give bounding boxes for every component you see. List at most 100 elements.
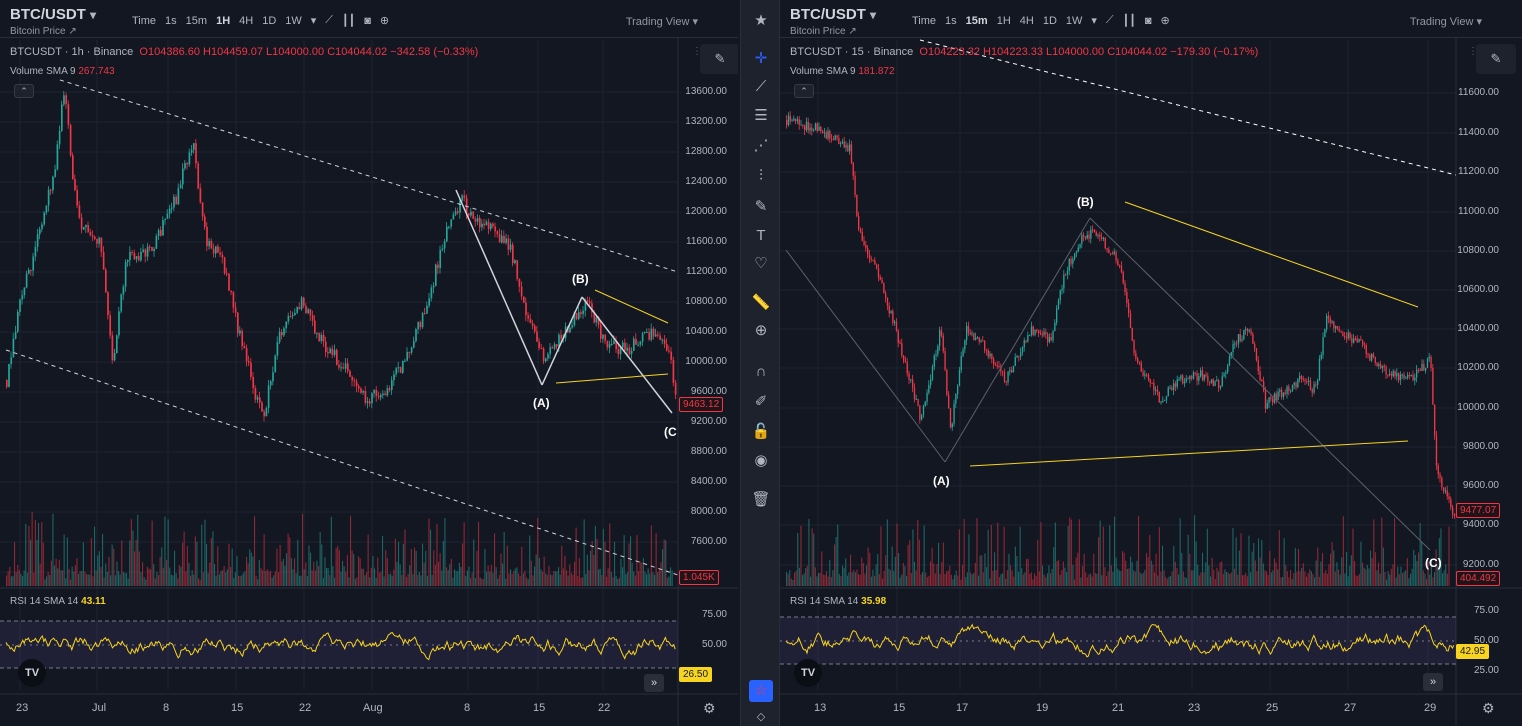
chart-pane-left[interactable]: BTC/USDT ▾ Bitcoin Price ↗ Time 1s 15m 1… xyxy=(0,0,738,726)
text-icon[interactable]: T xyxy=(756,227,766,244)
wave-a-line[interactable] xyxy=(455,189,543,386)
symbol-selector[interactable]: BTC/USDT ▾ xyxy=(10,6,97,23)
volume-bar xyxy=(666,577,668,586)
prediction-icon[interactable]: ⫶ xyxy=(759,167,763,184)
volume-bar xyxy=(1110,565,1112,586)
zoom-in-icon[interactable]: ⊕ xyxy=(754,322,768,339)
candle-style-icon[interactable]: ┃┃ xyxy=(1122,15,1136,27)
collapse-legend-button[interactable]: ⌃ xyxy=(14,84,34,98)
favorites-icon[interactable]: ☆ xyxy=(749,680,773,702)
collapse-legend-button[interactable]: ⌃ xyxy=(794,84,814,98)
candle-body xyxy=(796,119,799,122)
channel-lower-line[interactable] xyxy=(5,349,679,576)
trendline-icon[interactable]: ⟋ xyxy=(755,78,767,95)
volume-bar xyxy=(572,574,574,586)
volume-bar xyxy=(1040,522,1042,586)
volume-bar xyxy=(234,572,236,586)
crosshair-icon[interactable]: ✛ xyxy=(754,50,768,67)
camera-icon[interactable]: ◙ xyxy=(364,14,371,27)
chevron-down-icon[interactable]: ▾ xyxy=(310,15,317,27)
star-icon[interactable]: ★ xyxy=(754,12,768,29)
triangle-lower-line[interactable] xyxy=(969,440,1409,467)
indicators-icon[interactable]: ⟋ xyxy=(1105,14,1114,26)
magnet-icon[interactable]: ∩ xyxy=(755,363,767,380)
symbol-selector[interactable]: BTC/USDT ▾ xyxy=(790,6,877,23)
tf-4h[interactable]: 4H xyxy=(1019,14,1034,27)
wave-a-line[interactable] xyxy=(785,249,946,463)
volume-bar xyxy=(1086,577,1088,586)
candle-body xyxy=(809,127,811,131)
volume-bar xyxy=(1002,573,1004,586)
tf-1d[interactable]: 1D xyxy=(262,14,277,27)
volume-bar xyxy=(217,546,219,586)
unlock-icon[interactable]: 🔓 xyxy=(751,423,771,440)
tf-1s[interactable]: 1s xyxy=(165,14,177,27)
chevron-down-icon[interactable]: ▾ xyxy=(1091,15,1097,27)
tf-1h[interactable]: 1H xyxy=(216,14,231,27)
candle-body xyxy=(175,196,178,205)
eye-icon[interactable]: ◉ xyxy=(754,452,768,469)
gear-icon[interactable]: ⚙ xyxy=(703,700,716,716)
chart-pane-right[interactable]: BTC/USDT ▾ Bitcoin Price ↗ Time 1s 15m 1… xyxy=(780,0,1522,726)
tf-1h[interactable]: 1H xyxy=(996,14,1011,27)
tf-15m[interactable]: 15m xyxy=(965,14,988,27)
scroll-to-realtime-button[interactable]: » xyxy=(644,674,664,692)
triangle-lower-line[interactable] xyxy=(555,373,669,384)
trading-view-menu[interactable]: Trading View ▾ xyxy=(1409,16,1482,28)
wave-b-line[interactable] xyxy=(944,217,1091,463)
candlestick-chart-left[interactable] xyxy=(0,0,738,726)
volume-bar xyxy=(1272,570,1274,586)
volume-bar xyxy=(1173,545,1175,586)
brush-icon[interactable]: ✎ xyxy=(754,198,768,215)
tf-1d[interactable]: 1D xyxy=(1042,14,1057,27)
candle-style-icon[interactable]: ┃┃ xyxy=(342,15,356,27)
symbol-subtitle[interactable]: Bitcoin Price ↗ xyxy=(10,26,77,37)
volume-bar xyxy=(859,574,861,586)
add-icon[interactable]: ⊕ xyxy=(1160,15,1170,27)
indicators-icon[interactable]: ⟋ xyxy=(325,14,333,26)
ruler-icon[interactable]: 📏 xyxy=(751,294,771,311)
wave-c-line[interactable] xyxy=(581,296,673,414)
volume-bar xyxy=(76,558,78,586)
channel-upper-line[interactable] xyxy=(59,79,679,273)
channel-upper-line[interactable] xyxy=(919,39,1457,176)
tf-1s[interactable]: 1s xyxy=(945,14,957,27)
tf-time[interactable]: Time xyxy=(132,14,157,27)
add-icon[interactable]: ⊕ xyxy=(379,15,390,27)
volume-bar xyxy=(1190,570,1192,586)
tf-1w[interactable]: 1W xyxy=(285,14,302,27)
tf-4h[interactable]: 4H xyxy=(239,14,254,27)
candle-body xyxy=(1255,348,1258,361)
pattern-icon[interactable]: ⋰ xyxy=(753,137,769,154)
tf-time[interactable]: Time xyxy=(912,14,937,27)
volume-bar xyxy=(302,513,304,586)
candlestick-chart-right[interactable] xyxy=(780,0,1522,726)
trash-icon[interactable]: 🗑 xyxy=(751,491,771,508)
tf-15m[interactable]: 15m xyxy=(185,14,208,27)
symbol-subtitle[interactable]: Bitcoin Price ↗ xyxy=(790,26,857,37)
volume-bar xyxy=(428,518,430,586)
drawing-pencil-button[interactable]: ✎ xyxy=(700,44,738,74)
candle-body xyxy=(1083,235,1085,237)
triangle-upper-line[interactable] xyxy=(1124,201,1419,308)
volume-bar xyxy=(516,567,518,586)
volume-bar xyxy=(626,572,628,586)
trading-view-menu[interactable]: Trading View ▾ xyxy=(625,16,698,28)
tradingview-logo[interactable]: TV xyxy=(794,659,822,687)
gear-icon[interactable]: ⚙ xyxy=(1482,700,1495,716)
tf-1w[interactable]: 1W xyxy=(1065,14,1083,27)
drawing-pencil-button[interactable]: ✎ xyxy=(1476,44,1516,74)
wave-b-line[interactable] xyxy=(541,296,583,386)
heart-icon[interactable]: ♡ xyxy=(754,255,768,272)
candle-body xyxy=(993,359,995,365)
tradingview-logo[interactable]: TV xyxy=(18,659,46,687)
camera-icon[interactable]: ◙ xyxy=(1144,14,1152,27)
scroll-to-realtime-button[interactable]: » xyxy=(1423,673,1443,691)
candle-body xyxy=(223,257,226,274)
triangle-upper-line[interactable] xyxy=(594,289,669,324)
volume-bar xyxy=(564,555,566,586)
horizontal-lines-icon[interactable]: ☰ xyxy=(754,107,768,124)
more-tools-icon[interactable]: ◇ xyxy=(756,711,766,723)
wave-c-line[interactable] xyxy=(1089,217,1431,551)
lock-drawing-icon[interactable]: ✐ xyxy=(754,393,768,410)
